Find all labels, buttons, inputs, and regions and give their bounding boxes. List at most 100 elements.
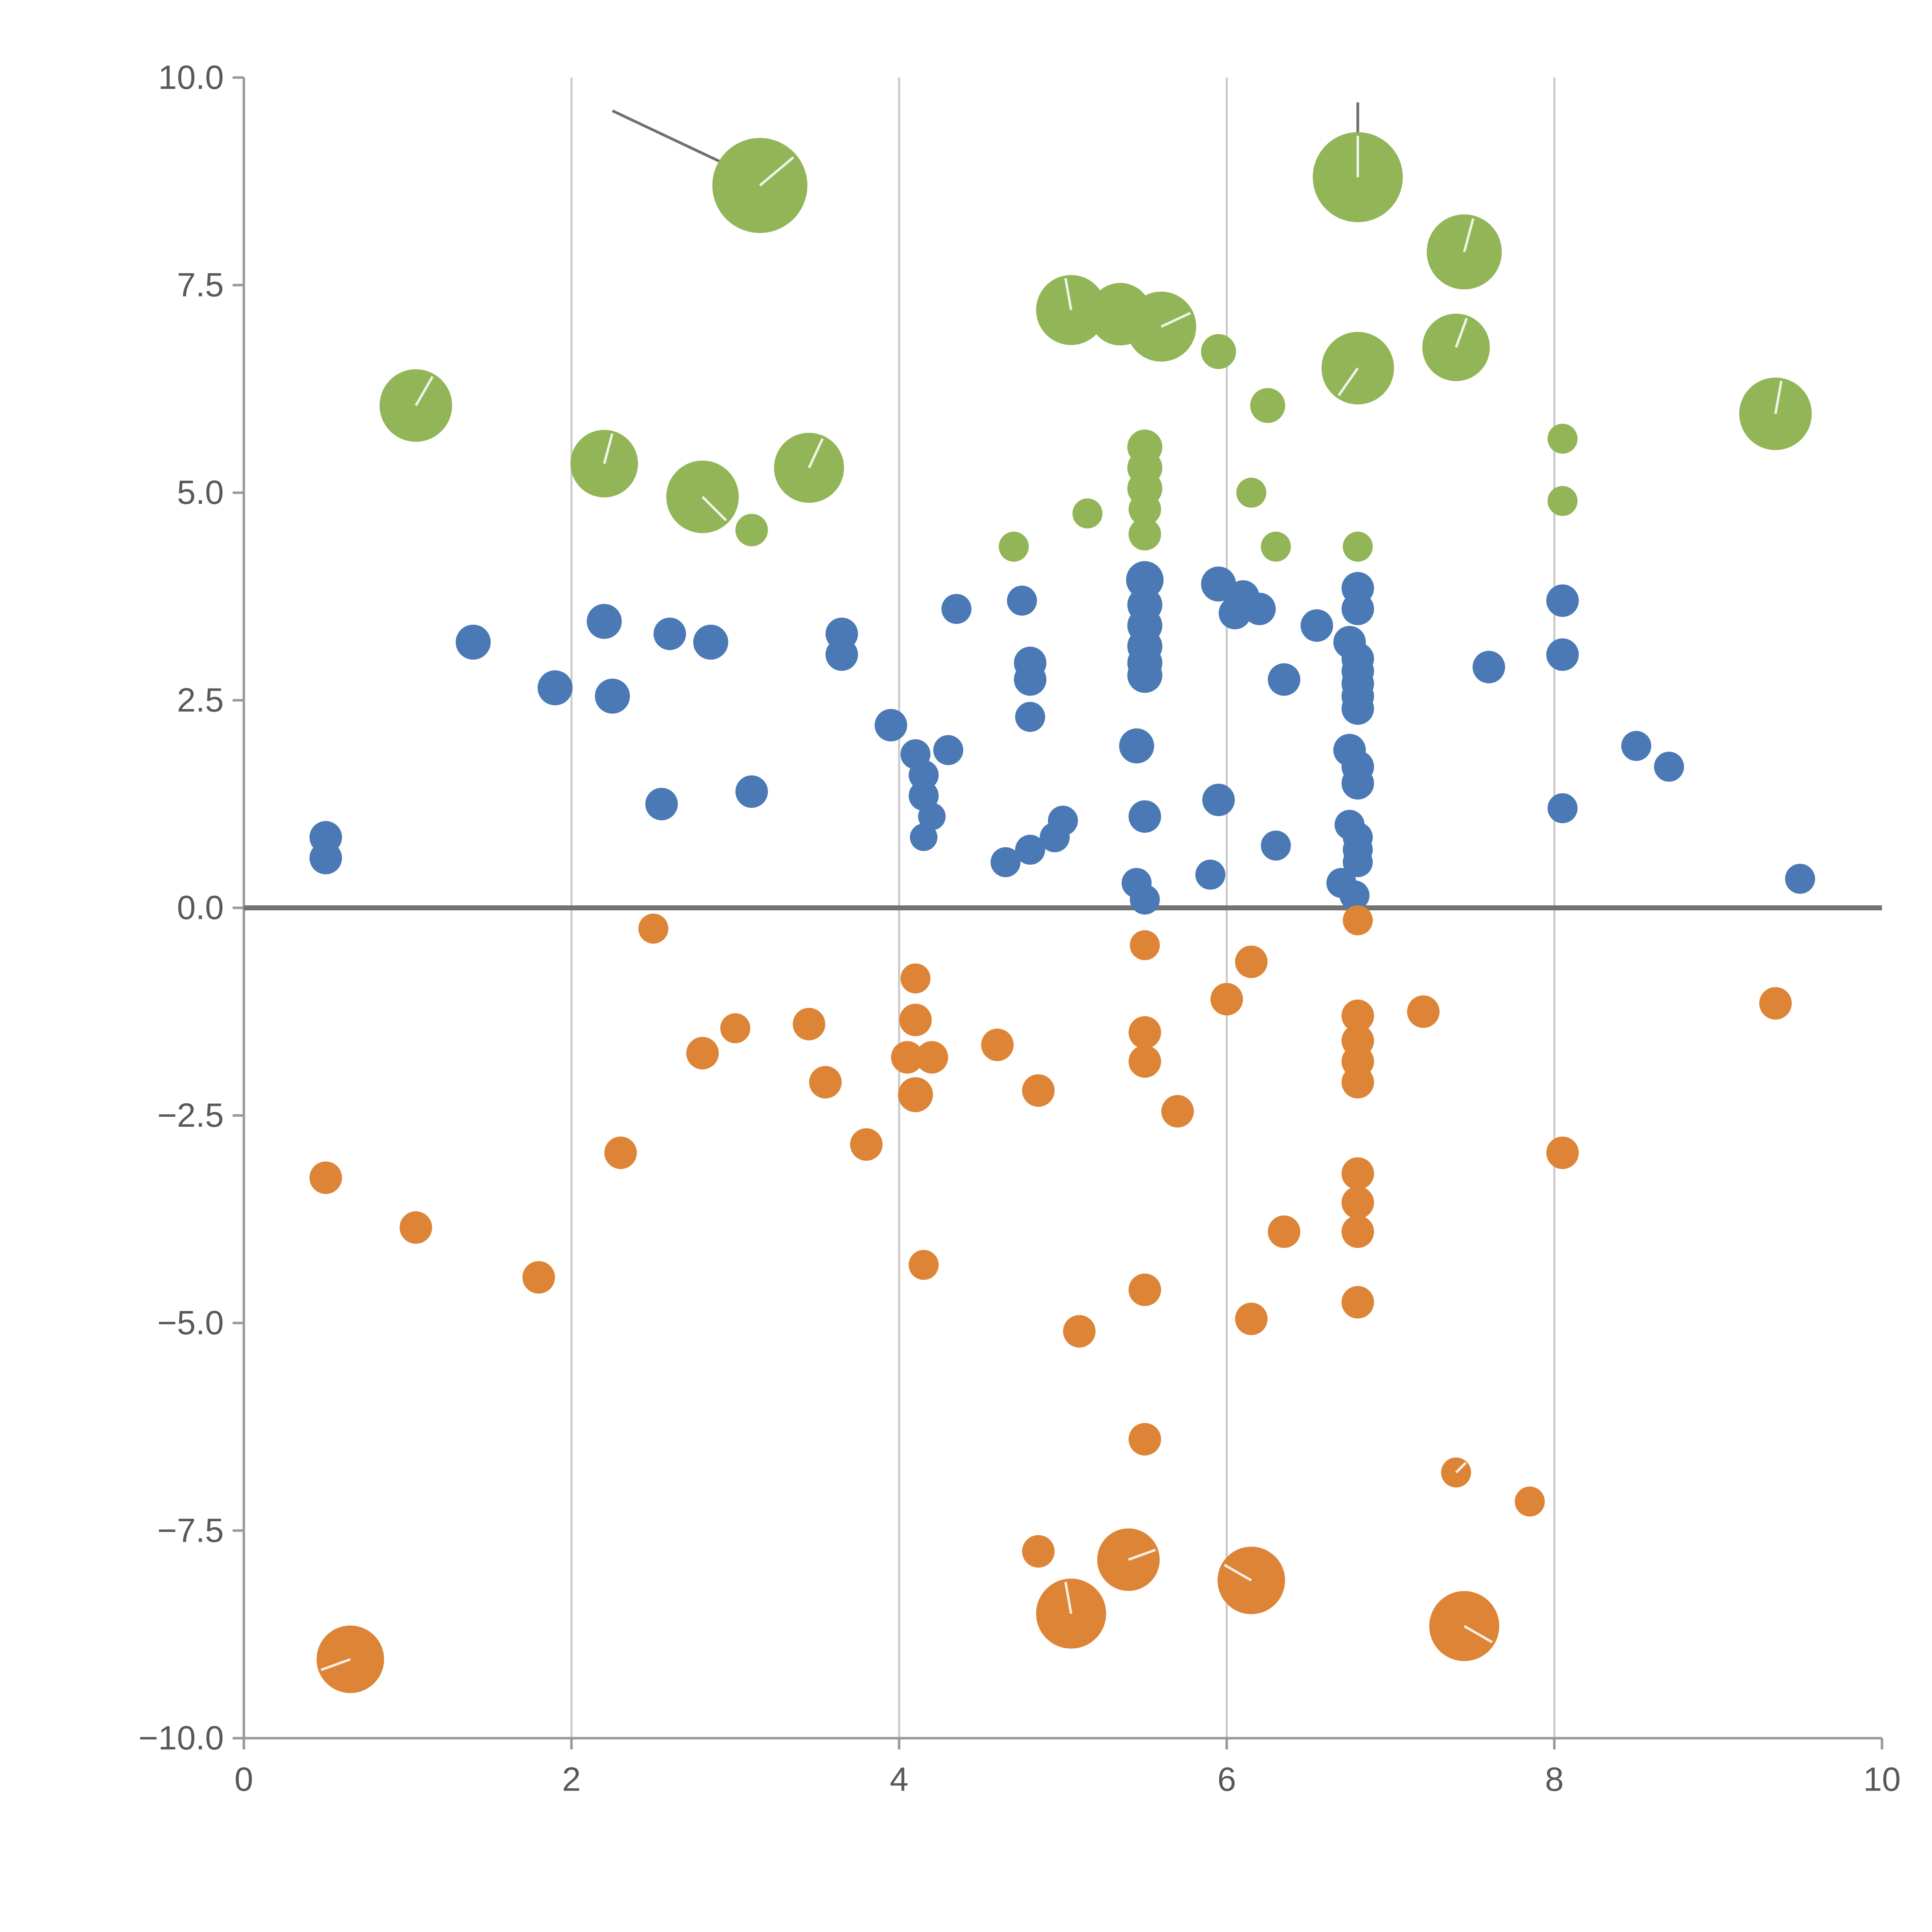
bubble-spoke bbox=[1774, 381, 1783, 414]
data-point-blue bbox=[309, 842, 342, 874]
y-tick-label: −7.5 bbox=[157, 1511, 224, 1549]
y-tick-label: 0.0 bbox=[177, 889, 224, 927]
data-point-blue bbox=[1548, 793, 1578, 823]
bubble-spoke bbox=[1128, 1548, 1156, 1561]
data-point-orange bbox=[309, 1161, 342, 1194]
data-point-orange bbox=[1022, 1535, 1055, 1568]
x-tick-label: 0 bbox=[235, 1760, 253, 1798]
data-point-blue bbox=[1119, 728, 1154, 764]
data-point-blue bbox=[910, 823, 938, 851]
data-point-orange bbox=[1128, 1016, 1161, 1049]
data-point-blue bbox=[1341, 692, 1374, 725]
bubble-spoke bbox=[1064, 278, 1073, 310]
data-point-orange bbox=[1128, 1273, 1161, 1306]
data-point-blue bbox=[1339, 880, 1370, 911]
data-point-orange bbox=[638, 913, 668, 944]
data-point-green bbox=[1261, 531, 1291, 562]
bubble-spoke bbox=[415, 376, 434, 406]
data-point-green bbox=[1201, 334, 1236, 369]
data-point-orange bbox=[891, 1041, 924, 1074]
data-point-blue bbox=[918, 803, 946, 830]
data-point-orange bbox=[1128, 1423, 1161, 1456]
data-point-blue bbox=[1546, 584, 1579, 617]
data-point-green bbox=[1128, 518, 1161, 551]
data-point-blue bbox=[1218, 597, 1252, 629]
data-point-blue bbox=[933, 735, 963, 765]
bubble-spoke bbox=[1224, 1564, 1252, 1582]
data-point-blue bbox=[1014, 663, 1047, 696]
data-point-blue bbox=[1621, 731, 1651, 761]
data-point-blue bbox=[1015, 835, 1045, 865]
data-point-orange bbox=[899, 1003, 932, 1036]
data-point-blue bbox=[1343, 847, 1373, 878]
data-point-orange bbox=[604, 1136, 637, 1169]
data-point-orange bbox=[1128, 1045, 1161, 1078]
data-point-blue bbox=[1128, 800, 1161, 833]
y-tick-label: 2.5 bbox=[177, 681, 224, 719]
data-point-blue bbox=[1341, 767, 1374, 800]
bubble-spoke bbox=[701, 496, 727, 522]
bubble-spoke bbox=[1160, 312, 1191, 328]
data-point-orange bbox=[1341, 999, 1374, 1032]
data-point-orange bbox=[1235, 946, 1268, 978]
bubble-spoke bbox=[603, 433, 614, 464]
data-point-orange bbox=[1759, 987, 1792, 1020]
data-point-blue bbox=[990, 847, 1021, 878]
data-point-orange bbox=[898, 1077, 933, 1112]
bubble-spoke bbox=[1463, 218, 1475, 252]
data-point-orange bbox=[793, 1008, 825, 1041]
data-point-blue bbox=[537, 670, 573, 706]
data-point-green bbox=[1427, 214, 1502, 289]
data-point-blue bbox=[1654, 752, 1684, 782]
data-point-orange bbox=[1341, 1066, 1374, 1099]
data-point-blue bbox=[456, 624, 491, 660]
data-point-orange bbox=[1407, 995, 1440, 1028]
data-point-blue bbox=[1300, 609, 1333, 642]
data-point-orange bbox=[850, 1128, 883, 1161]
data-point-blue bbox=[1015, 702, 1045, 732]
data-point-blue bbox=[1195, 859, 1226, 890]
bubble-spoke bbox=[1064, 1582, 1073, 1614]
y-tick-label: −10.0 bbox=[138, 1719, 224, 1757]
data-point-orange bbox=[316, 1625, 384, 1693]
data-point-blue bbox=[1129, 884, 1160, 915]
data-point-orange bbox=[686, 1037, 719, 1070]
data-point-green bbox=[1072, 498, 1103, 529]
data-point-orange bbox=[1546, 1136, 1579, 1169]
data-point-green bbox=[1343, 531, 1373, 562]
y-tick-label: −2.5 bbox=[157, 1096, 224, 1134]
data-point-blue bbox=[1785, 864, 1815, 894]
x-tick-label: 10 bbox=[1863, 1760, 1901, 1798]
y-tick-label: 5.0 bbox=[177, 473, 224, 511]
data-point-orange bbox=[908, 1250, 939, 1280]
data-point-orange bbox=[522, 1261, 555, 1294]
data-point-orange bbox=[900, 963, 931, 994]
data-point-green bbox=[1128, 493, 1161, 526]
bubble-spoke bbox=[759, 156, 794, 187]
data-point-orange bbox=[981, 1029, 1014, 1061]
data-point-orange bbox=[1022, 1074, 1055, 1107]
data-point-orange bbox=[1210, 983, 1243, 1015]
data-point-orange bbox=[1161, 1095, 1194, 1128]
data-point-blue bbox=[1546, 638, 1579, 671]
data-point-blue bbox=[1243, 592, 1276, 625]
data-point-blue bbox=[1202, 784, 1235, 816]
data-point-orange bbox=[1268, 1215, 1301, 1248]
data-point-blue bbox=[1127, 658, 1163, 693]
data-point-orange bbox=[1129, 930, 1160, 961]
data-point-green bbox=[1236, 478, 1267, 508]
y-tick-label: 7.5 bbox=[177, 266, 224, 304]
data-point-blue bbox=[825, 638, 858, 671]
data-point-orange bbox=[1515, 1486, 1545, 1517]
data-point-blue bbox=[735, 775, 768, 808]
data-point-blue bbox=[653, 617, 686, 650]
data-point-blue bbox=[908, 760, 939, 790]
bubble-spoke bbox=[1463, 1625, 1493, 1643]
x-tick-label: 4 bbox=[890, 1760, 909, 1798]
data-point-orange bbox=[400, 1211, 432, 1244]
data-point-blue bbox=[587, 604, 622, 639]
x-tick-label: 8 bbox=[1545, 1760, 1564, 1798]
bubble-spoke bbox=[1337, 367, 1359, 396]
data-point-green bbox=[1548, 423, 1578, 454]
data-point-green bbox=[735, 514, 768, 546]
